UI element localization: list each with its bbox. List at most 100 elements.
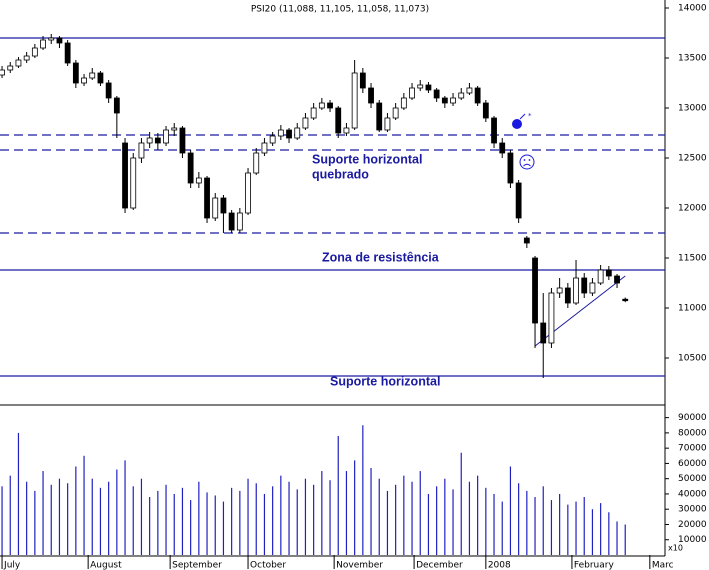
candle-body [40,39,46,49]
candle-body [343,127,350,134]
y-tick-label: 11500 [678,254,707,264]
volume-tick-label: 80000 [678,428,707,438]
candle-body [417,84,424,89]
x-tick-label: February [574,561,615,570]
candle-body [532,257,538,324]
y-tick-label: 13000 [678,104,707,114]
candle-body [245,172,251,214]
candle-body [491,117,497,144]
candle-body [564,287,571,304]
candle-body [261,142,268,154]
candle-body [48,37,55,41]
candle-body [589,282,596,294]
x-tick-label: August [90,561,122,570]
candle-body [294,127,301,139]
volume-tick-label: 60000 [678,459,707,469]
candle-body [409,87,415,99]
candle-body [441,97,448,104]
annotation: Zona de resistência [322,250,440,264]
candle-body [220,197,227,214]
candle-body [359,72,366,89]
candle-body [130,157,137,209]
candle-body [474,87,481,104]
candle-body [499,142,506,154]
candle-body [23,55,30,61]
candle-body [368,87,374,104]
x-tick-label: December [416,561,463,570]
candle-body [56,37,63,44]
candle-body [351,72,358,129]
candle-body [581,277,588,294]
candle-body [204,177,210,219]
candle-body [89,72,96,79]
x-tick-label: October [250,561,286,570]
volume-unit-label: x10 [668,544,683,553]
candle-body [507,152,514,184]
candle-body [622,298,629,302]
volume-tick-label: 20000 [678,520,707,530]
candle-body [466,87,473,94]
candle-body [573,277,579,304]
candle-body [122,142,128,209]
y-tick-label: 12500 [678,154,707,164]
candle-body [195,177,202,184]
candle-body [31,47,38,57]
candle-body [113,97,120,114]
volume-tick-label: 40000 [678,489,707,499]
candle-body [605,269,612,277]
candle-body [458,92,465,99]
candle-body [318,102,325,109]
y-tick-label: 10500 [678,354,707,364]
candle-body [286,129,292,139]
candle-body [0,69,5,76]
chart-title: PSI20 (11,088, 11,105, 11,058, 11,073) [251,5,429,15]
sad-face-icon [519,154,535,170]
candle-body [450,97,456,104]
candle-body [138,142,145,159]
svg-text:*: * [528,112,532,120]
x-tick-label: 2008 [488,561,511,570]
candle-body [163,129,169,144]
y-tick-label: 14000 [678,4,707,14]
candle-body [523,237,530,244]
volume-tick-label: 70000 [678,444,707,454]
y-tick-label: 11000 [678,304,707,314]
candle-body [97,72,104,84]
annotation: Suporte horizontal [330,374,440,388]
candle-body [236,212,243,231]
candle-body [105,82,112,99]
candle-body [425,84,432,91]
bomb-icon: * [512,112,532,129]
candle-body [515,182,522,219]
candle-body [154,137,161,144]
annotation: quebrado [312,167,369,181]
candle-body [433,89,440,99]
candle-body [335,107,342,134]
volume-tick-label: 90000 [678,413,707,423]
candle-body [614,275,620,284]
volume-tick-label: 50000 [678,474,707,484]
candle-body [310,107,317,119]
candle-body [212,197,219,219]
candle-body [548,292,555,344]
candle-body [392,107,399,119]
candle-body [72,62,79,84]
candle-body [540,322,547,344]
candle-body [146,137,153,144]
y-tick-label: 12000 [678,204,707,214]
candle-body [171,127,178,131]
candle-body [253,152,260,174]
x-tick-label: July [3,561,21,570]
candle-body [376,102,383,131]
candle-body [327,102,333,109]
x-tick-label: Marc [652,561,674,570]
candle-body [15,59,22,67]
candle-body [597,269,604,284]
volume-tick-label: 10000 [678,535,707,545]
x-tick-label: September [172,561,222,570]
candle-body [179,127,186,154]
candle-body [187,152,194,184]
y-tick-label: 13500 [678,54,707,64]
candle-body [228,212,235,231]
candle-body [81,77,87,84]
